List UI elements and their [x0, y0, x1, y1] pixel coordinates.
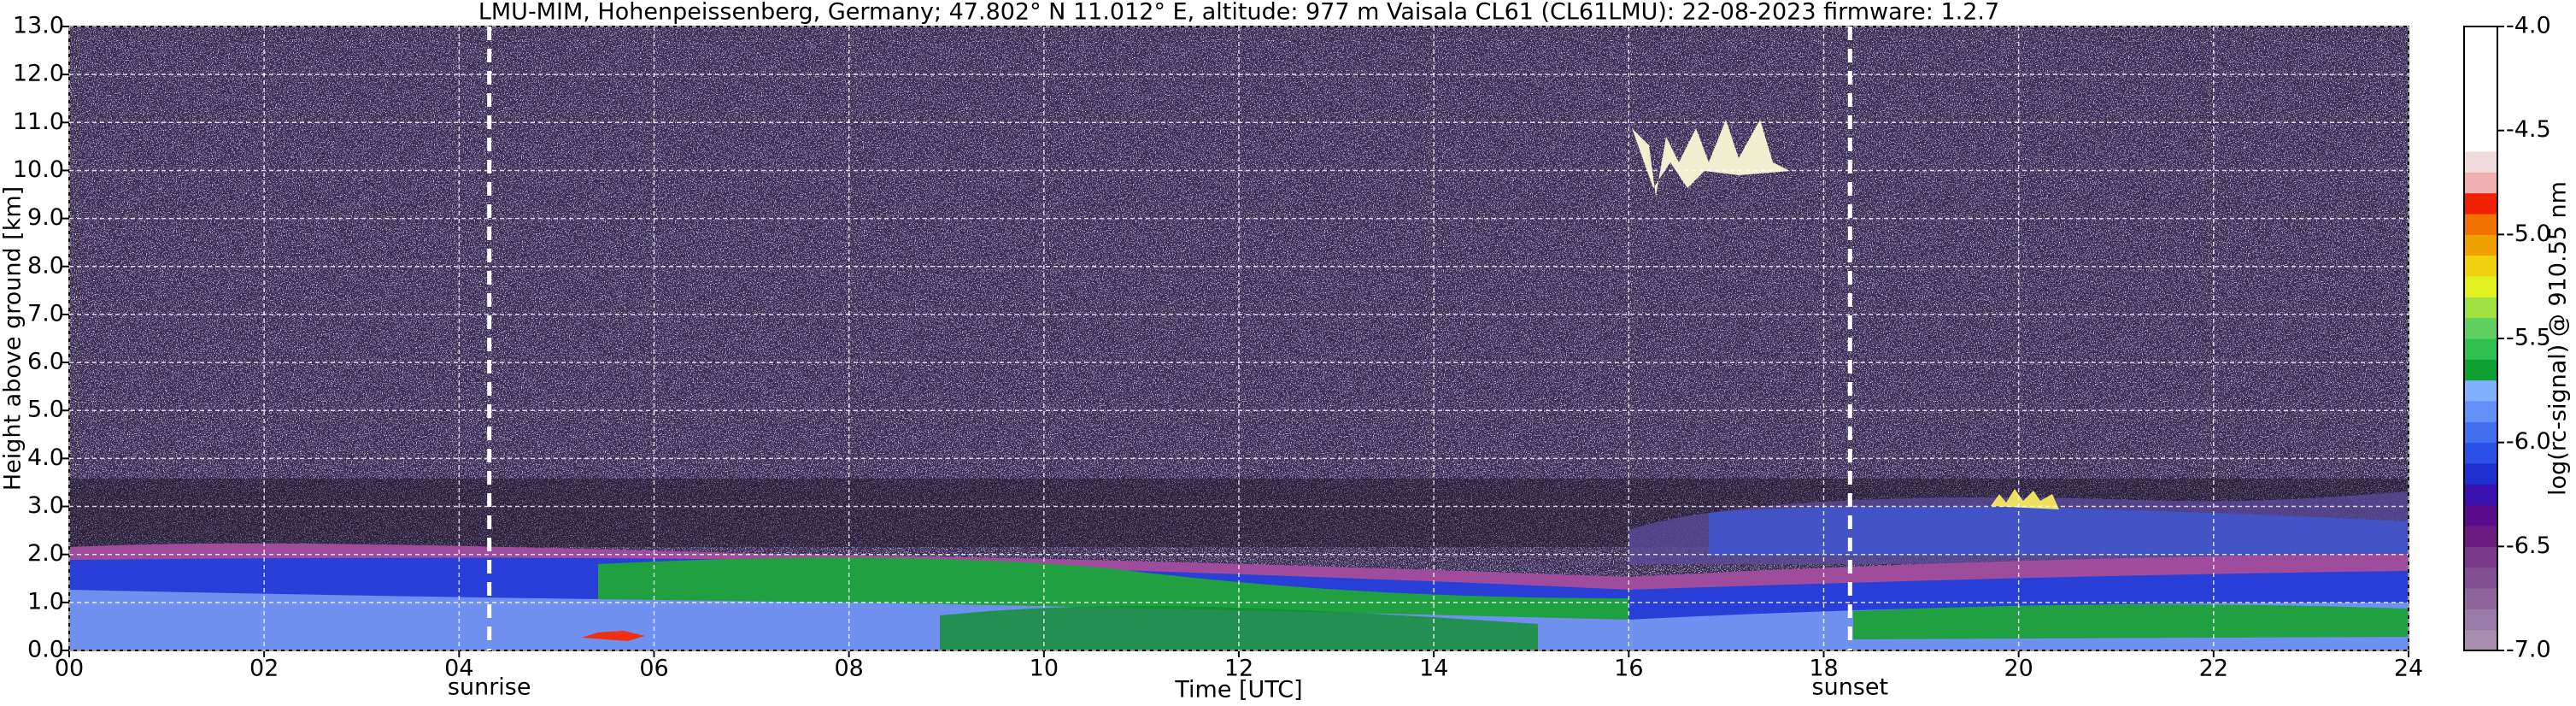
- x-tick-label: 22: [2199, 656, 2228, 682]
- colorbar-swatch: [2464, 567, 2497, 589]
- colorbar-tick-label: -7.0: [2506, 637, 2551, 663]
- colorbar-swatch: [2464, 89, 2497, 110]
- colorbar-swatch: [2464, 234, 2497, 256]
- colorbar-swatch: [2464, 526, 2497, 547]
- y-tick-label: 13.0: [13, 13, 64, 39]
- x-tick-label: 10: [1030, 656, 1059, 682]
- colorbar-tick-label: -5.5: [2506, 325, 2551, 351]
- x-tick-label: 00: [55, 656, 84, 682]
- colorbar-swatch: [2464, 379, 2497, 402]
- colorbar-swatch: [2464, 463, 2497, 485]
- colorbar-swatch: [2464, 297, 2497, 319]
- x-tick-label: 08: [834, 656, 863, 682]
- colorbar-swatch: [2464, 172, 2497, 194]
- colorbar-swatch: [2464, 421, 2497, 444]
- colorbar-swatch: [2464, 338, 2497, 360]
- colorbar-label: log(rc-signal) @ 910.55 nm: [2545, 181, 2572, 496]
- y-tick-label: 7.0: [27, 300, 64, 327]
- x-tick-label: 20: [2004, 656, 2033, 682]
- x-tick-label: 16: [1614, 656, 1643, 682]
- colorbar-swatch: [2464, 629, 2497, 651]
- colorbar-swatch: [2464, 484, 2497, 506]
- colorbar-swatch: [2464, 68, 2497, 90]
- y-tick-label: 11.0: [13, 109, 64, 135]
- colorbar-tick-label: -6.5: [2506, 532, 2551, 559]
- x-tick-label: 02: [249, 656, 279, 682]
- colorbar-swatch: [2464, 588, 2497, 609]
- y-tick-label: 3.0: [27, 492, 64, 519]
- y-tick-label: 1.0: [27, 588, 64, 615]
- annotation-label: sunrise: [448, 674, 531, 701]
- x-axis-label: Time [UTC]: [1174, 677, 1302, 703]
- colorbar-swatch: [2464, 109, 2497, 132]
- colorbar-swatch: [2464, 359, 2497, 381]
- colorbar-swatch: [2464, 401, 2497, 422]
- colorbar-swatch: [2464, 317, 2497, 339]
- colorbar-swatch: [2464, 47, 2497, 69]
- colorbar-swatch: [2464, 130, 2497, 152]
- colorbar-swatch: [2464, 151, 2497, 173]
- colorbar-tick-label: -4.0: [2506, 13, 2551, 39]
- colorbar-swatch: [2464, 609, 2497, 631]
- x-tick-label: 24: [2394, 656, 2423, 682]
- x-tick-label: 14: [1419, 656, 1448, 682]
- x-tick-label: 12: [1224, 656, 1253, 682]
- colorbar-swatch: [2464, 214, 2497, 235]
- x-tick-label: 18: [1809, 656, 1838, 682]
- y-tick-label: 0.0: [27, 637, 64, 663]
- y-tick-label: 2.0: [27, 540, 64, 567]
- annotation-label: sunset: [1812, 674, 1889, 701]
- y-tick-label: 4.0: [27, 444, 64, 471]
- colorbar-swatch: [2464, 276, 2497, 297]
- y-axis-label: Height above ground [km]: [0, 186, 26, 491]
- y-tick-label: 12.0: [13, 61, 64, 87]
- chart-title: LMU-MIM, Hohenpeissenberg, Germany; 47.8…: [478, 0, 1999, 26]
- y-tick-label: 9.0: [27, 204, 64, 231]
- colorbar-tick-label: -5.0: [2506, 221, 2551, 247]
- colorbar-swatch: [2464, 442, 2497, 464]
- colorbar-swatch: [2464, 504, 2497, 527]
- colorbar-swatch: [2464, 26, 2497, 48]
- colorbar-swatch: [2464, 192, 2497, 215]
- x-tick-label: 06: [639, 656, 668, 682]
- x-tick-label: 04: [444, 656, 473, 682]
- colorbar-swatch: [2464, 255, 2497, 277]
- y-tick-label: 10.0: [13, 156, 64, 183]
- colorbar-tick-label: -6.0: [2506, 428, 2551, 455]
- y-tick-label: 8.0: [27, 252, 64, 279]
- y-tick-label: 6.0: [27, 349, 64, 375]
- y-tick-label: 5.0: [27, 397, 64, 423]
- colorbar-tick-label: -4.5: [2506, 116, 2551, 143]
- colorbar-swatch: [2464, 546, 2497, 568]
